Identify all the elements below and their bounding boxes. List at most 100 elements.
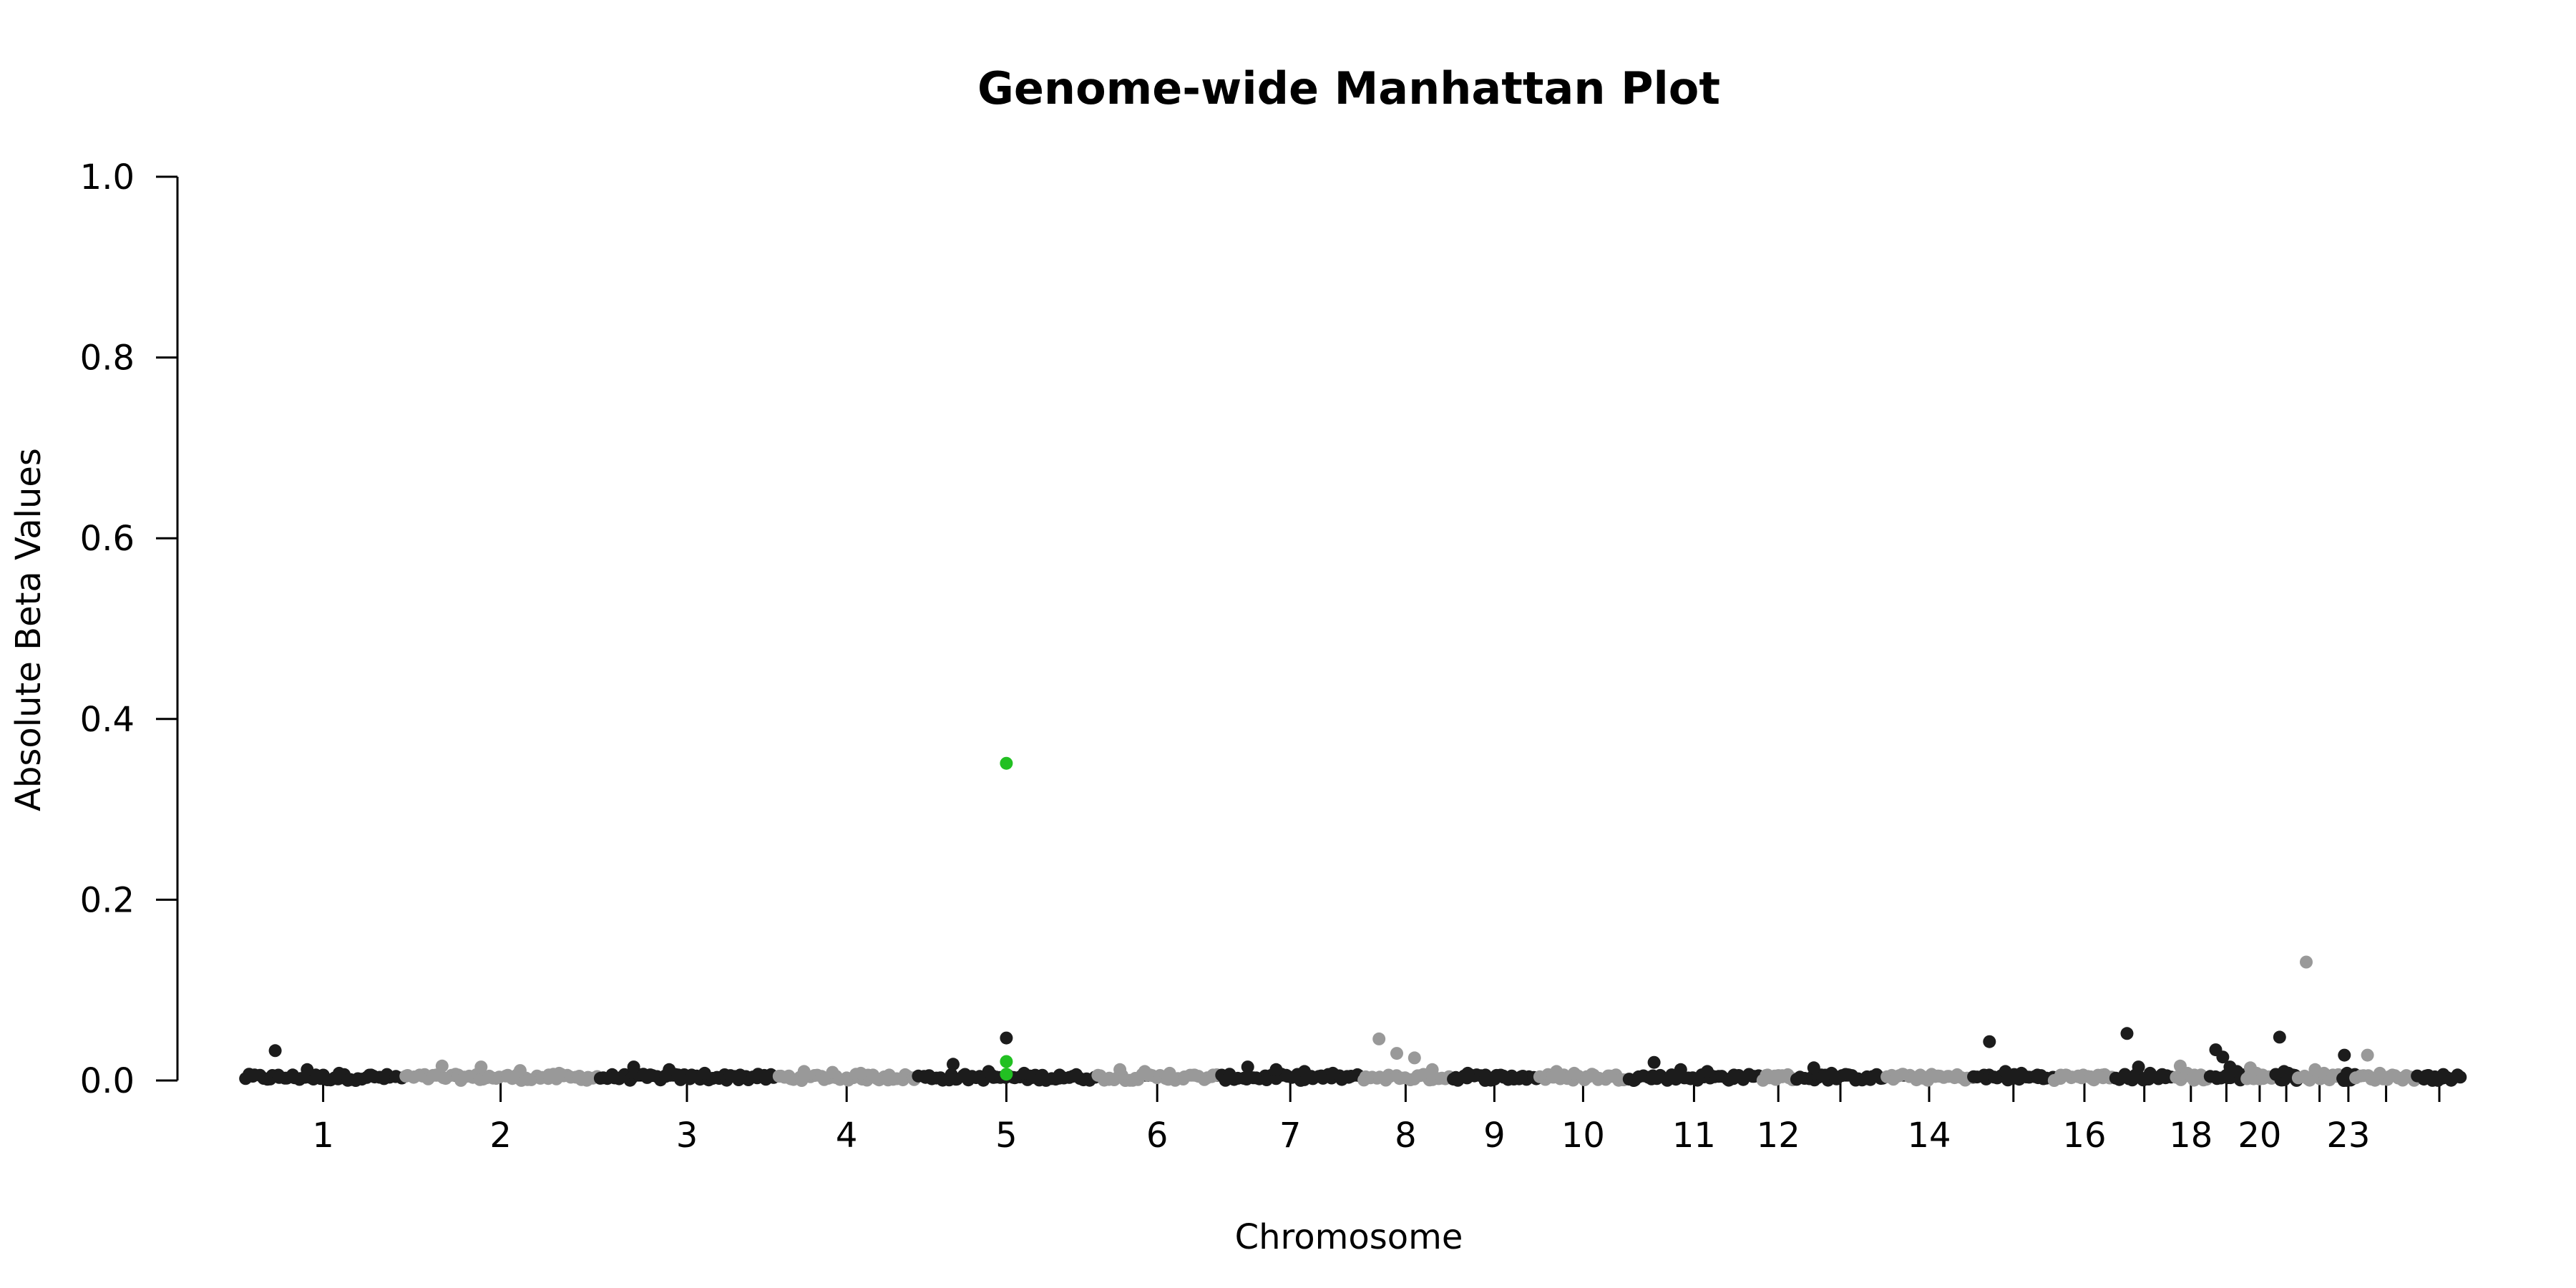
x-tick-label: 4: [836, 1116, 858, 1156]
data-point: [474, 1060, 488, 1074]
data-point: [1514, 1070, 1528, 1083]
data-point: [1425, 1063, 1439, 1076]
data-point: [1138, 1065, 1151, 1078]
data-point: [2143, 1066, 2157, 1080]
data-point: [2230, 1065, 2244, 1078]
data-point: [1479, 1068, 1492, 1082]
data-point: [627, 1060, 640, 1074]
chart-title: Genome-wide Manhattan Plot: [977, 62, 1720, 114]
data-point: [1931, 1069, 1945, 1083]
data-point: [1407, 1051, 1421, 1065]
data-points: [239, 756, 2467, 1087]
data-point: [882, 1068, 896, 1082]
data-point: [1647, 1055, 1661, 1069]
data-point: [947, 1058, 960, 1071]
y-tick-label: 1.0: [80, 157, 135, 197]
data-point: [301, 1063, 314, 1076]
x-tick-label: 16: [2062, 1116, 2106, 1156]
data-point: [2361, 1048, 2374, 1062]
x-tick-label: 10: [1561, 1116, 1605, 1156]
data-point: [364, 1068, 378, 1082]
data-point: [1000, 1031, 1013, 1045]
x-tick-label: 2: [489, 1116, 512, 1156]
data-point: [1163, 1066, 1176, 1080]
x-tick-label: 20: [2238, 1116, 2281, 1156]
data-point: [1390, 1047, 1403, 1060]
data-point: [1018, 1066, 1031, 1080]
y-axis: 0.0 0.2 0.4 0.6 0.8 1.0: [80, 157, 179, 1101]
highlighted-point: [1000, 1068, 1013, 1081]
x-tick-label: 14: [1907, 1116, 1951, 1156]
data-point: [1269, 1063, 1283, 1076]
data-point: [1496, 1069, 1510, 1083]
x-tick-label: 9: [1483, 1116, 1506, 1156]
data-point: [2398, 1070, 2411, 1083]
data-point: [2072, 1069, 2085, 1083]
data-point: [2273, 1030, 2286, 1044]
data-point: [2338, 1048, 2351, 1062]
data-point: [663, 1063, 676, 1076]
data-point: [552, 1066, 566, 1080]
data-point: [2059, 1068, 2072, 1082]
data-point: [2097, 1071, 2109, 1085]
data-point: [1701, 1065, 1714, 1078]
data-point: [1674, 1063, 1687, 1076]
data-point: [1113, 1063, 1127, 1076]
data-point: [2386, 1068, 2399, 1082]
data-point: [2216, 1050, 2230, 1064]
x-tick-label: 18: [2169, 1116, 2212, 1156]
data-point: [1843, 1068, 1856, 1082]
highlighted-point: [1000, 756, 1013, 770]
data-point: [1983, 1035, 1996, 1048]
data-point: [2031, 1068, 2044, 1082]
data-point: [1860, 1070, 1874, 1083]
data-point: [1949, 1070, 1963, 1083]
x-axis: 1 2 3 4 5 6 7 8 9 10 11 12 14 16 18 20 23: [312, 1079, 2441, 1156]
data-point: [1298, 1065, 1311, 1078]
data-point: [2155, 1068, 2168, 1082]
data-point: [2132, 1060, 2145, 1074]
y-tick-label: 0.2: [80, 880, 135, 920]
data-point: [1603, 1069, 1616, 1083]
data-point: [435, 1059, 449, 1073]
data-point: [1807, 1061, 1820, 1075]
data-point: [332, 1066, 346, 1080]
data-point: [513, 1064, 527, 1078]
highlighted-point: [1000, 1055, 1013, 1068]
data-point: [1727, 1068, 1741, 1082]
data-point: [1461, 1066, 1475, 1080]
data-point: [1825, 1066, 1838, 1080]
data-point: [982, 1065, 995, 1078]
data-point: [1550, 1065, 1563, 1078]
x-tick-label: 11: [1672, 1116, 1716, 1156]
data-point: [2446, 1072, 2459, 1085]
x-tick-label: 8: [1395, 1116, 1417, 1156]
data-point: [1241, 1060, 1254, 1074]
data-point: [733, 1068, 747, 1082]
x-tick-label: 12: [1757, 1116, 1800, 1156]
data-point: [698, 1066, 711, 1080]
data-point: [2326, 1068, 2340, 1082]
data-point: [1372, 1032, 1386, 1045]
x-axis-title: Chromosome: [1235, 1217, 1463, 1257]
data-point: [797, 1065, 811, 1078]
y-tick-label: 0.0: [80, 1061, 135, 1101]
data-point: [826, 1065, 839, 1079]
x-tick-label: 5: [995, 1116, 1018, 1156]
data-point: [2300, 955, 2313, 969]
data-point: [1053, 1068, 1066, 1082]
x-tick-label: 6: [1146, 1116, 1169, 1156]
data-point: [1896, 1068, 1909, 1081]
y-tick-label: 0.4: [80, 700, 135, 740]
data-point: [268, 1044, 282, 1058]
x-tick-label: 7: [1279, 1116, 1302, 1156]
data-point: [2015, 1066, 2028, 1080]
y-axis-title: Absolute Beta Values: [9, 448, 49, 811]
y-tick-label: 0.8: [80, 338, 135, 379]
y-tick-label: 0.6: [80, 519, 135, 559]
data-point: [2084, 1070, 2097, 1083]
x-tick-label: 3: [676, 1116, 698, 1156]
x-tick-label: 1: [312, 1116, 334, 1156]
data-point: [1585, 1068, 1599, 1081]
